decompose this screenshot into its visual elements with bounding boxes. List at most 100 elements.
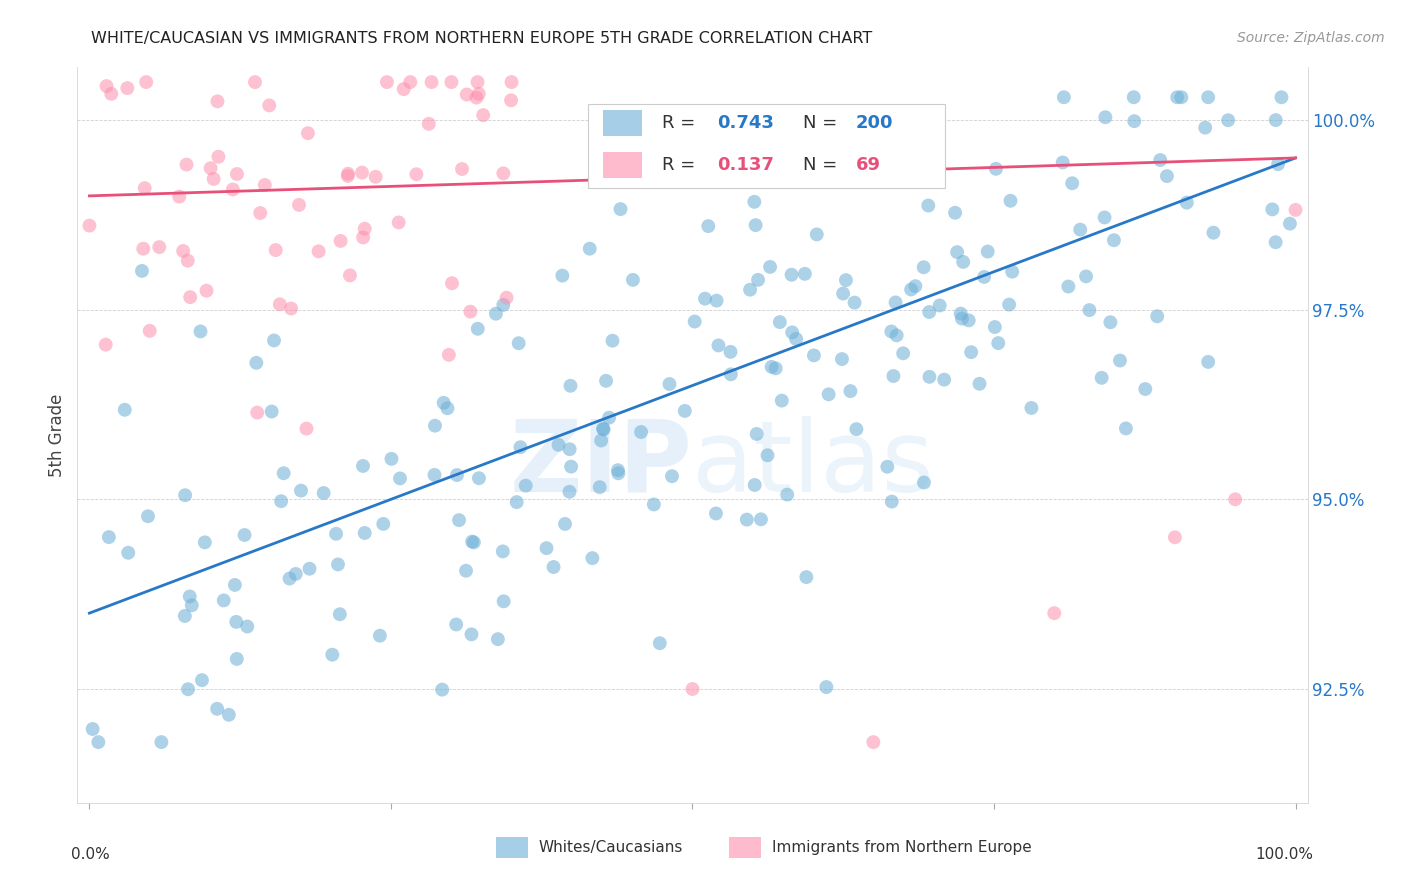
Point [598, 410, 620, 425]
Point [177, 682, 200, 697]
Point [693, 292, 716, 306]
Point [551, 268, 574, 283]
Point [263, 334, 285, 348]
Point [547, 438, 569, 452]
Point [720, 368, 742, 382]
Point [648, 636, 671, 650]
Point [1166, 90, 1188, 104]
Point [1284, 202, 1306, 217]
Point [212, 593, 235, 607]
Point [515, 478, 537, 492]
Point [117, 81, 139, 95]
Point [1156, 169, 1178, 183]
Point [738, 283, 761, 297]
Point [793, 267, 815, 281]
Point [817, 387, 839, 401]
Point [592, 422, 614, 436]
Point [1170, 90, 1192, 104]
Point [278, 572, 301, 586]
Point [260, 404, 283, 418]
Point [350, 165, 373, 179]
Point [94, 337, 117, 351]
Point [270, 494, 292, 508]
Point [179, 590, 201, 604]
Point [658, 377, 681, 392]
Point [1197, 355, 1219, 369]
Point [589, 480, 612, 494]
Point [796, 570, 818, 584]
Point [1175, 195, 1198, 210]
Point [173, 609, 195, 624]
Point [704, 507, 727, 521]
Point [697, 219, 720, 233]
Point [353, 221, 375, 235]
Text: R =: R = [662, 156, 700, 174]
Point [747, 273, 769, 287]
Point [509, 440, 531, 454]
Point [581, 551, 603, 566]
Text: 0.0%: 0.0% [72, 847, 110, 862]
Point [987, 336, 1010, 351]
Point [222, 182, 245, 196]
Point [831, 352, 853, 367]
Point [499, 93, 522, 107]
Point [207, 95, 229, 109]
Point [891, 346, 914, 360]
Point [352, 458, 374, 473]
Point [138, 324, 160, 338]
Point [329, 607, 352, 622]
Point [761, 359, 783, 374]
Point [1122, 90, 1144, 104]
Point [1043, 606, 1066, 620]
FancyBboxPatch shape [588, 103, 945, 188]
Point [325, 526, 347, 541]
Point [134, 181, 156, 195]
Point [949, 307, 972, 321]
Point [592, 422, 614, 436]
Point [886, 328, 908, 343]
Point [976, 244, 998, 259]
Y-axis label: 5th Grade: 5th Grade [48, 393, 66, 476]
Point [1164, 530, 1187, 544]
Point [1197, 90, 1219, 104]
Point [172, 244, 194, 258]
Point [661, 469, 683, 483]
Point [392, 82, 415, 96]
Point [463, 535, 485, 549]
Point [558, 442, 581, 457]
Point [180, 599, 202, 613]
Point [176, 158, 198, 172]
Point [904, 279, 927, 293]
Point [1000, 194, 1022, 208]
Point [776, 487, 799, 501]
Point [179, 290, 201, 304]
Point [780, 326, 803, 340]
FancyBboxPatch shape [496, 838, 527, 858]
Point [246, 406, 269, 420]
Text: Source: ZipAtlas.com: Source: ZipAtlas.com [1237, 31, 1385, 45]
Point [943, 206, 966, 220]
Text: Whites/Caucasians: Whites/Caucasians [538, 840, 683, 855]
Point [744, 478, 766, 492]
Point [1135, 382, 1157, 396]
Text: R =: R = [662, 114, 700, 132]
Point [1264, 235, 1286, 250]
Point [643, 498, 665, 512]
Point [536, 541, 558, 556]
Point [437, 348, 460, 362]
Point [595, 374, 617, 388]
Point [844, 295, 866, 310]
Point [839, 384, 862, 398]
Point [485, 307, 508, 321]
Point [205, 702, 228, 716]
Point [253, 178, 276, 192]
Point [558, 484, 581, 499]
Point [578, 242, 600, 256]
Point [1202, 226, 1225, 240]
Point [1052, 155, 1074, 169]
Point [720, 344, 742, 359]
Point [117, 546, 139, 560]
Point [420, 75, 443, 89]
Point [273, 467, 295, 481]
Point [207, 150, 229, 164]
